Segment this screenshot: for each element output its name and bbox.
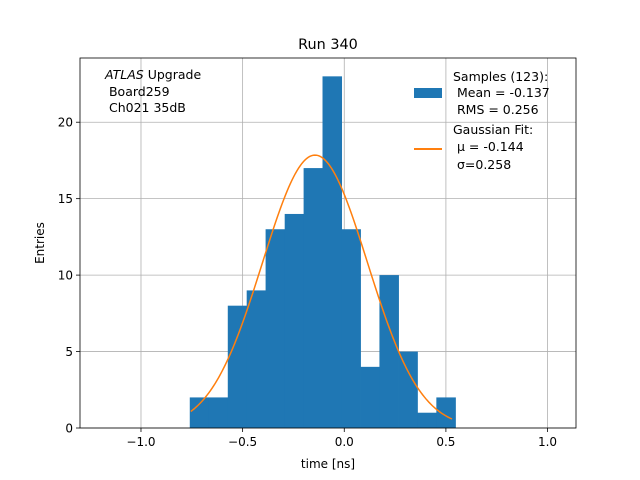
histogram-bar-10 (379, 275, 399, 428)
histogram-bar-8 (341, 229, 361, 428)
legend: Samples (123): Mean = -0.137 RMS = 0.256… (414, 69, 550, 172)
histogram-bar-5 (284, 213, 305, 428)
annotation-line-3: Ch021 35dB (105, 100, 186, 115)
legend-samples-rms: RMS = 0.256 (453, 102, 539, 117)
legend-samples-title: Samples (123): (453, 69, 548, 84)
annotation-line-2: Board259 (105, 84, 170, 99)
histogram-bar-7 (322, 76, 343, 428)
axis-ticks: −1.0 −0.5 0.0 0.5 1.0 0 5 10 15 20 (58, 116, 557, 449)
histogram-bar-4 (265, 229, 286, 428)
y-tick-label-4: 20 (58, 116, 73, 130)
x-tick-label-2: 0.0 (335, 435, 354, 449)
atlas-annotation: ATLAS Upgrade Board259 Ch021 35dB (104, 67, 201, 115)
legend-fit-mu: μ = -0.144 (453, 139, 524, 154)
chart-title: Run 340 (298, 37, 358, 53)
histogram-bar-3 (246, 290, 266, 428)
y-tick-label-3: 15 (58, 192, 73, 206)
legend-fit-sigma: σ=0.258 (453, 157, 511, 172)
histogram-bar-11 (398, 351, 418, 428)
histogram-bar-2 (227, 305, 248, 428)
histogram-bar-1 (208, 397, 229, 428)
histogram-bar-0 (189, 397, 210, 428)
annotation-upgrade: Upgrade (144, 67, 202, 82)
y-tick-label-1: 5 (65, 345, 73, 359)
x-axis-label: time [ns] (301, 457, 355, 471)
histogram-bar-12 (417, 412, 437, 428)
annotation-line-1: ATLAS Upgrade (104, 67, 201, 82)
gaussian-fit-curve (190, 154, 453, 420)
histogram-bar-13 (436, 397, 456, 428)
annotation-atlas: ATLAS (104, 67, 144, 82)
x-tick-label-1: −0.5 (228, 435, 257, 449)
x-tick-label-0: −1.0 (126, 435, 155, 449)
y-tick-label-2: 10 (58, 269, 73, 283)
histogram-bar-9 (360, 366, 380, 428)
legend-fit-title: Gaussian Fit: (453, 122, 533, 137)
x-tick-label-3: 0.5 (436, 435, 455, 449)
legend-samples-mean: Mean = -0.137 (453, 85, 550, 100)
y-axis-label: Entries (33, 222, 47, 264)
plot-frame (79, 57, 577, 429)
histogram-bar-6 (303, 168, 323, 428)
x-tick-label-4: 1.0 (538, 435, 557, 449)
legend-samples-swatch (414, 88, 442, 98)
y-tick-label-0: 0 (65, 422, 73, 436)
